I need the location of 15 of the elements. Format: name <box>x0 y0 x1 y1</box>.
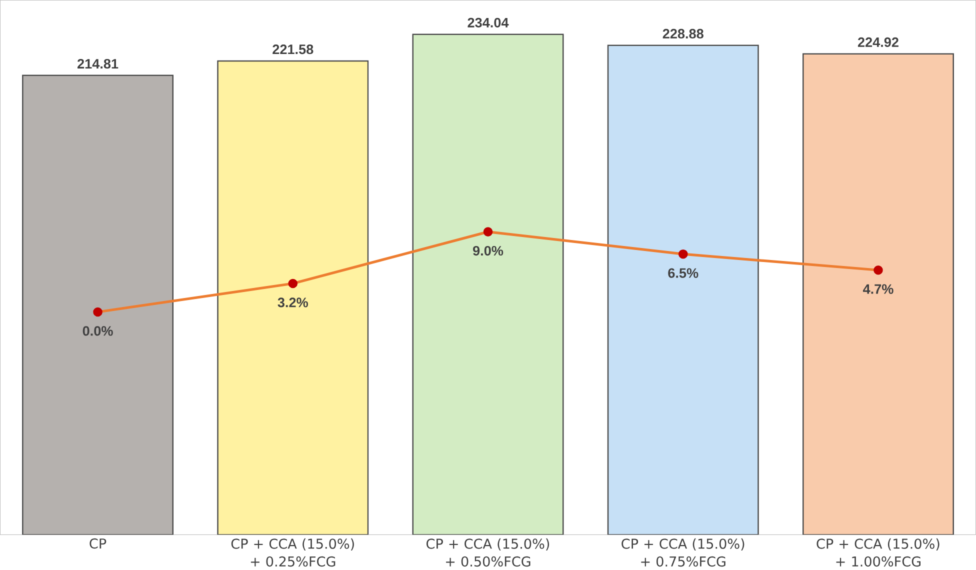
data-label: 234.04 <box>468 18 509 28</box>
x-tick-label: CP + CCA (15.0%) + 1.00%FCG <box>816 538 940 567</box>
data-label: 221.58 <box>272 44 314 54</box>
data-label: 0.0% <box>82 326 113 336</box>
x-tick-label: CP + CCA (15.0%) + 0.50%FCG <box>426 538 550 567</box>
data-label: 4.7% <box>862 284 894 294</box>
data-label: 3.2% <box>278 298 308 308</box>
data-label: 224.92 <box>858 37 898 47</box>
data-label: 6.5% <box>668 268 698 278</box>
x-tick-label: CP + CCA (15.0%) + 0.75%FCG <box>622 538 744 567</box>
x-tick-label: CP + CCA (15.0%) + 0.25%FCG <box>231 538 354 567</box>
data-label: 228.88 <box>662 28 704 38</box>
x-tick-label: CP <box>90 538 106 549</box>
data-label: 214.81 <box>78 58 118 69</box>
data-label: 9.0% <box>473 246 504 256</box>
